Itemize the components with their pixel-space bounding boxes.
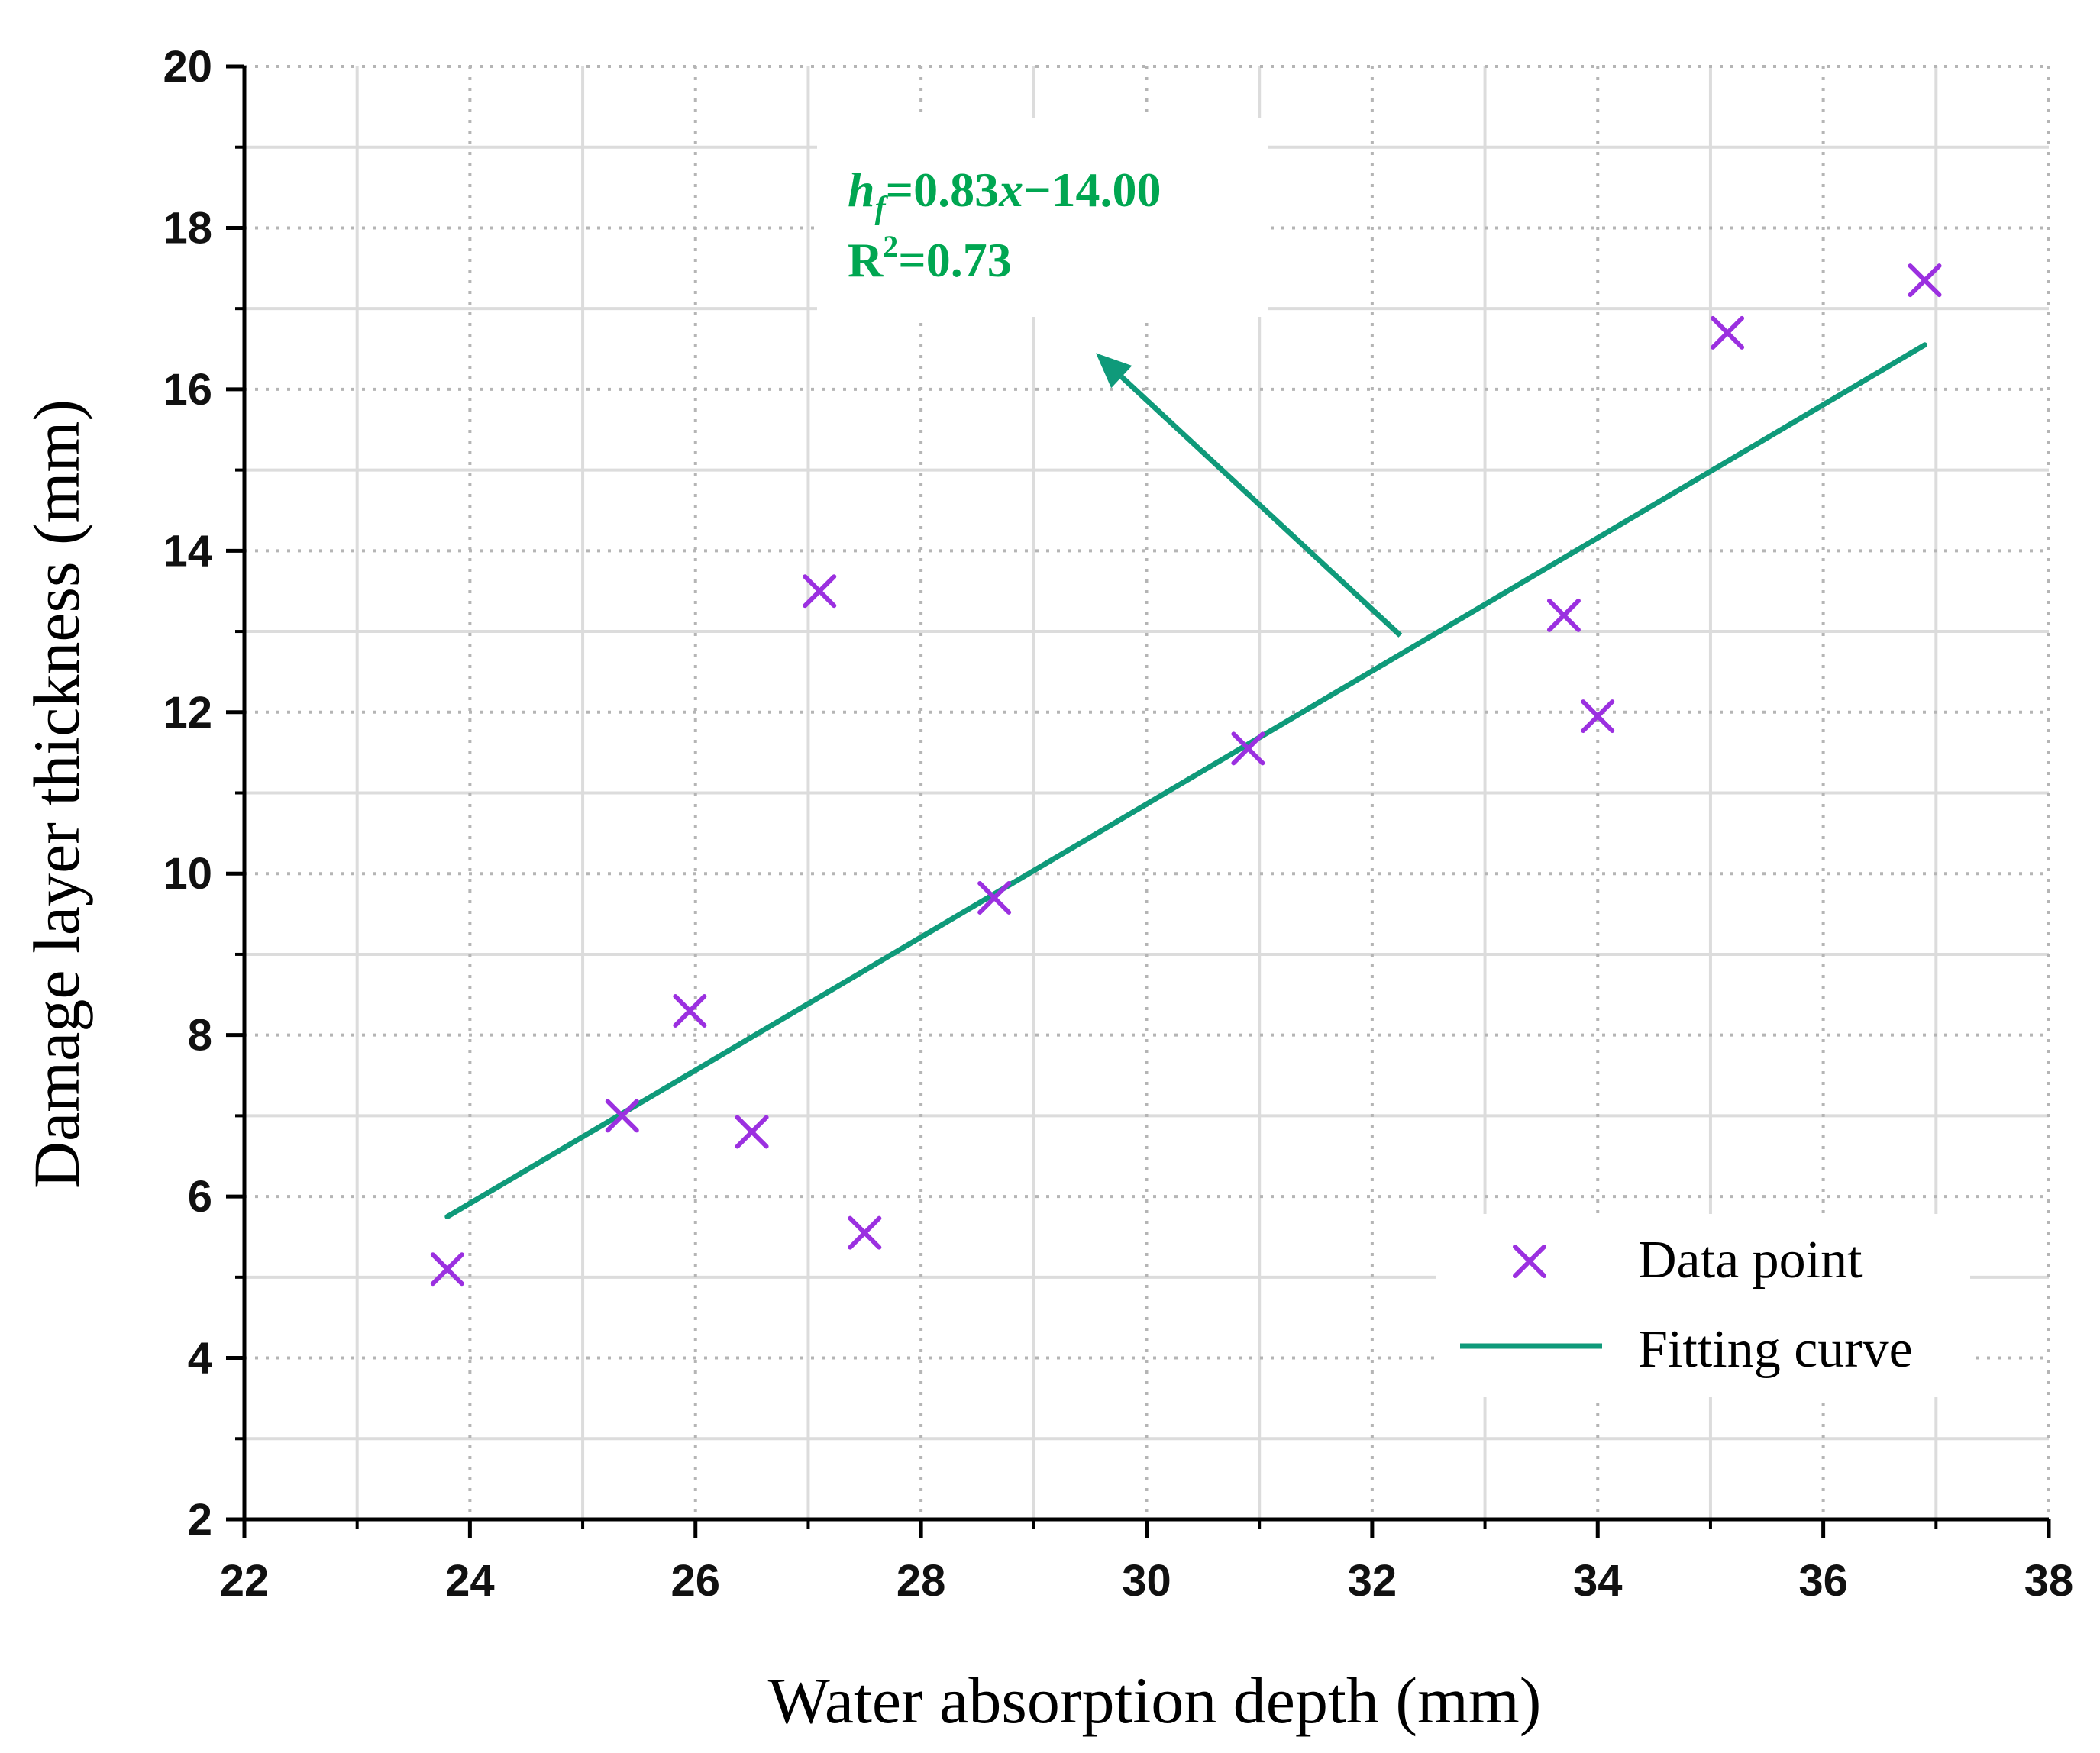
data-point — [430, 1252, 464, 1287]
legend-marker-data-point — [1513, 1245, 1546, 1278]
marker-stroke — [848, 1215, 882, 1250]
x-tick-label: 34 — [1573, 1556, 1623, 1606]
data-point — [1581, 699, 1615, 734]
y-tick-label: 18 — [163, 203, 212, 253]
y-tick-label: 10 — [163, 849, 212, 899]
equation-box — [817, 118, 1268, 317]
x-tick-label: 32 — [1348, 1556, 1397, 1606]
marker-stroke — [735, 1115, 769, 1149]
marker-stroke — [1908, 263, 1942, 298]
annotation-arrow-shaft — [1119, 375, 1403, 638]
y-tick-label: 14 — [163, 526, 212, 576]
fitting-line — [444, 342, 1928, 1220]
plot-area — [430, 263, 1942, 1287]
data-point — [673, 993, 707, 1028]
marker-stroke — [673, 993, 707, 1028]
x-tick-label: 22 — [220, 1556, 270, 1606]
eq-slope: =0.83 — [886, 163, 999, 217]
x-tick-label: 26 — [670, 1556, 720, 1606]
y-tick-label: 16 — [163, 365, 212, 415]
legend-box — [1436, 1214, 1970, 1397]
x-tick-label: 36 — [1798, 1556, 1848, 1606]
r2-base: R — [848, 233, 884, 287]
x-tick-label: 24 — [445, 1556, 495, 1606]
y-tick-label: 20 — [163, 42, 212, 92]
data-point — [803, 574, 837, 609]
eq-x: x — [998, 163, 1023, 217]
x-tick-label: 28 — [897, 1556, 946, 1606]
eq-variable: h — [848, 163, 875, 217]
eq-subscript: f — [875, 191, 889, 226]
data-point — [735, 1115, 769, 1149]
marker-stroke — [1546, 598, 1581, 632]
data-point — [848, 1215, 882, 1250]
data-point — [1231, 731, 1265, 766]
y-tick-label: 6 — [188, 1172, 212, 1222]
x-tick-label: 30 — [1122, 1556, 1171, 1606]
x-tick-label: 38 — [2024, 1556, 2074, 1606]
annotation: hf=0.83x−14.00 R2=0.73 — [817, 118, 1403, 638]
legend-label-fitting-curve: Fitting curve — [1638, 1320, 1913, 1379]
r-squared: R2=0.73 — [848, 229, 1012, 287]
data-point — [1908, 263, 1942, 298]
marker-stroke — [1711, 315, 1745, 350]
x-axis-title: Water absorption depth (mm) — [768, 1664, 1542, 1737]
data-point — [1546, 598, 1581, 632]
legend-label-data-point: Data point — [1638, 1231, 1863, 1290]
marker-stroke — [977, 880, 1012, 915]
y-tick-label: 8 — [188, 1011, 212, 1061]
marker-stroke — [605, 1099, 639, 1133]
marker-stroke — [803, 574, 837, 609]
y-tick-label: 4 — [188, 1334, 212, 1383]
eq-intercept: −14.00 — [1023, 163, 1161, 217]
annotation-arrow-head — [1096, 353, 1132, 389]
y-tick-label: 2 — [188, 1495, 212, 1545]
y-axis-title: Damage layer thickness (mm) — [20, 399, 93, 1189]
grid-layer — [244, 65, 2050, 1519]
marker-stroke — [430, 1252, 464, 1287]
legend: Data point Fitting curve — [1436, 1214, 1970, 1397]
fit-equation: hf=0.83x−14.00 — [848, 163, 1161, 226]
r2-superscript: 2 — [883, 229, 898, 263]
marker-stroke — [1581, 699, 1615, 734]
r2-value: =0.73 — [898, 233, 1011, 287]
marker-stroke — [1231, 731, 1265, 766]
data-point — [1711, 315, 1745, 350]
data-point — [977, 880, 1012, 915]
y-tick-label: 12 — [163, 688, 212, 738]
data-point — [605, 1099, 639, 1133]
marker-stroke — [1513, 1245, 1546, 1278]
